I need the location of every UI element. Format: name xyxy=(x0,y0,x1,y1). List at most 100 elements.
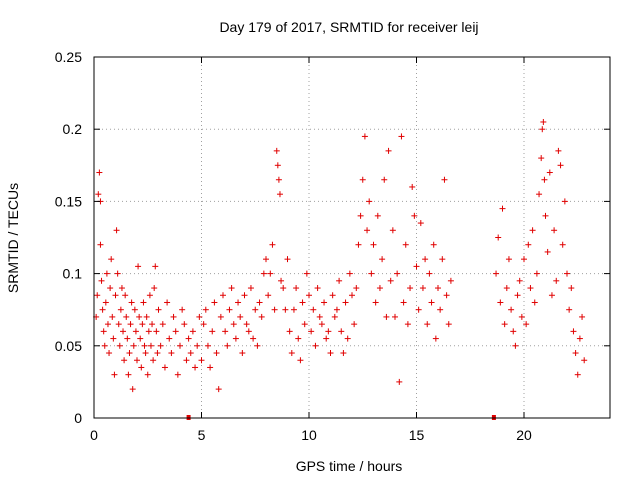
data-point xyxy=(576,335,583,342)
data-point xyxy=(151,285,158,292)
data-point xyxy=(269,241,276,248)
data-point xyxy=(164,299,171,306)
data-point xyxy=(428,299,435,306)
x-tick-label: 5 xyxy=(198,427,206,443)
data-point xyxy=(273,147,280,154)
data-point xyxy=(230,321,237,328)
data-point xyxy=(192,364,199,371)
data-point xyxy=(316,313,323,320)
data-point xyxy=(432,335,439,342)
data-point xyxy=(407,285,414,292)
data-point xyxy=(411,212,418,219)
data-point xyxy=(103,270,110,277)
data-point xyxy=(110,335,117,342)
data-point xyxy=(529,227,536,234)
data-point xyxy=(523,321,530,328)
data-point xyxy=(135,263,142,270)
data-point xyxy=(579,313,586,320)
data-point xyxy=(215,386,222,393)
data-point xyxy=(508,306,515,313)
data-point xyxy=(331,313,338,320)
data-point xyxy=(243,321,250,328)
y-tick-label: 0.2 xyxy=(63,121,83,137)
data-point xyxy=(503,285,510,292)
data-point xyxy=(539,126,546,133)
data-point xyxy=(376,285,383,292)
data-point xyxy=(394,270,401,277)
data-point xyxy=(143,313,150,320)
x-tick-label: 20 xyxy=(516,427,532,443)
data-point xyxy=(495,234,502,241)
data-point xyxy=(265,292,272,299)
data-point xyxy=(155,306,162,313)
data-point xyxy=(228,285,235,292)
data-point xyxy=(361,133,368,140)
data-point xyxy=(154,350,161,357)
data-point xyxy=(512,342,519,349)
x-axis-title: GPS time / hours xyxy=(296,458,403,474)
data-point xyxy=(168,350,175,357)
data-point xyxy=(247,285,254,292)
x-tick-label: 10 xyxy=(301,427,317,443)
data-point xyxy=(574,371,581,378)
data-point xyxy=(426,270,433,277)
data-point xyxy=(109,313,116,320)
data-point xyxy=(346,270,353,277)
data-point xyxy=(379,256,386,263)
data-point xyxy=(572,350,579,357)
data-point xyxy=(525,241,532,248)
data-point xyxy=(271,306,278,313)
data-point xyxy=(142,350,149,357)
data-point xyxy=(527,285,534,292)
data-point xyxy=(402,241,409,248)
data-point xyxy=(112,292,119,299)
data-point xyxy=(222,328,229,335)
data-point xyxy=(124,335,131,342)
data-point xyxy=(415,306,422,313)
data-point xyxy=(260,270,267,277)
data-point xyxy=(132,328,139,335)
data-point xyxy=(127,321,134,328)
data-point xyxy=(385,147,392,154)
data-point xyxy=(374,212,381,219)
data-point xyxy=(301,321,308,328)
data-point xyxy=(282,306,289,313)
data-point xyxy=(392,313,398,320)
data-point xyxy=(97,241,104,248)
data-point xyxy=(204,342,211,349)
data-point xyxy=(510,328,517,335)
data-point xyxy=(383,313,390,320)
data-point xyxy=(134,357,140,364)
data-point xyxy=(153,328,160,335)
data-point xyxy=(419,285,426,292)
data-point xyxy=(557,162,564,169)
data-point xyxy=(125,371,132,378)
data-point xyxy=(111,371,118,378)
data-point xyxy=(544,248,551,255)
data-point xyxy=(518,313,525,320)
data-point xyxy=(359,176,366,183)
data-point xyxy=(183,357,190,364)
data-point xyxy=(546,169,553,176)
data-point xyxy=(372,299,379,306)
data-point xyxy=(413,263,420,270)
data-point xyxy=(353,285,360,292)
data-point xyxy=(435,285,441,292)
data-point xyxy=(280,285,287,292)
x-tick-label: 15 xyxy=(409,427,425,443)
data-point xyxy=(141,342,148,349)
plot-frame xyxy=(93,56,611,419)
data-point xyxy=(254,342,261,349)
data-points-layer xyxy=(93,118,588,393)
x-tick-label: 0 xyxy=(90,427,98,443)
data-point xyxy=(329,292,336,299)
data-point xyxy=(250,335,257,342)
data-point xyxy=(540,118,547,125)
y-axis-title: SRMTID / TECUs xyxy=(5,183,21,293)
data-point xyxy=(286,328,293,335)
data-point xyxy=(368,270,375,277)
data-point xyxy=(245,328,252,335)
data-point xyxy=(202,306,209,313)
data-point xyxy=(106,350,113,357)
data-point xyxy=(424,321,431,328)
